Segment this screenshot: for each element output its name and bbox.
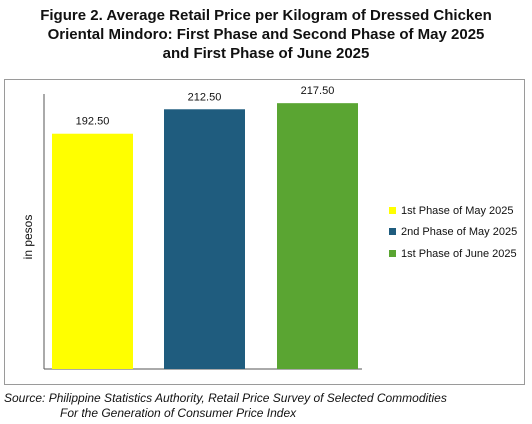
source-line-2: For the Generation of Consumer Price Ind… <box>60 406 297 420</box>
source-note: Source: Philippine Statistics Authority,… <box>4 391 532 421</box>
chart-title: Figure 2. Average Retail Price per Kilog… <box>0 6 532 63</box>
legend-label-1: 1st Phase of May 2025 <box>401 205 514 217</box>
title-line-3: and First Phase of June 2025 <box>162 45 370 62</box>
legend-swatch-1 <box>389 207 396 214</box>
chart-frame <box>4 79 525 385</box>
y-axis-label: in pesos <box>21 215 35 260</box>
title-line-2: Oriental Mindoro: First Phase and Second… <box>47 26 485 43</box>
legend: 1st Phase of May 2025 2nd Phase of May 20… <box>389 205 517 260</box>
legend-label-3: 1st Phase of June 2025 <box>401 248 517 260</box>
value-label-3: 217.50 <box>301 85 335 97</box>
legend-swatch-3 <box>389 250 396 257</box>
bars <box>52 103 358 370</box>
bar-1 <box>52 133 133 369</box>
value-label-1: 192.50 <box>76 116 110 128</box>
value-labels: 192.50 212.50 217.50 <box>76 85 335 128</box>
title-line-1: Figure 2. Average Retail Price per Kilog… <box>40 7 492 24</box>
source-line-1: Source: Philippine Statistics Authority,… <box>4 391 447 405</box>
bar-3 <box>277 103 358 370</box>
legend-swatch-2 <box>389 228 396 235</box>
value-label-2: 212.50 <box>188 91 222 103</box>
bar-2 <box>164 109 245 370</box>
legend-label-2: 2nd Phase of May 2025 <box>401 226 517 238</box>
